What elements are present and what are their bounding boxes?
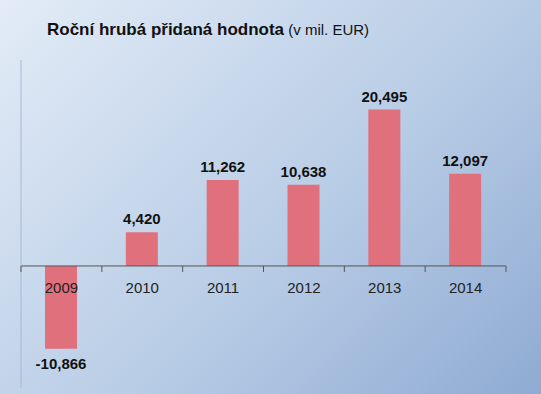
svg-text:2012: 2012 — [287, 279, 320, 296]
svg-text:-10,866: -10,866 — [36, 355, 87, 372]
svg-text:2011: 2011 — [207, 279, 239, 296]
html-text:Roční hrubá přidaná hodnota (v: Roční hrubá přidaná hodnota (v mil. EUR) — [47, 20, 370, 39]
svg-text:12,097: 12,097 — [442, 152, 488, 169]
svg-text:2014: 2014 — [449, 279, 482, 296]
svg-text:4,420: 4,420 — [123, 210, 161, 227]
svg-text:2010: 2010 — [126, 279, 159, 296]
svg-text:11,262: 11,262 — [200, 158, 245, 175]
svg-text:2009: 2009 — [45, 279, 78, 296]
svg-text:2013: 2013 — [368, 279, 401, 296]
svg-text:20,495: 20,495 — [361, 88, 407, 105]
svg-text:10,638: 10,638 — [281, 163, 327, 180]
